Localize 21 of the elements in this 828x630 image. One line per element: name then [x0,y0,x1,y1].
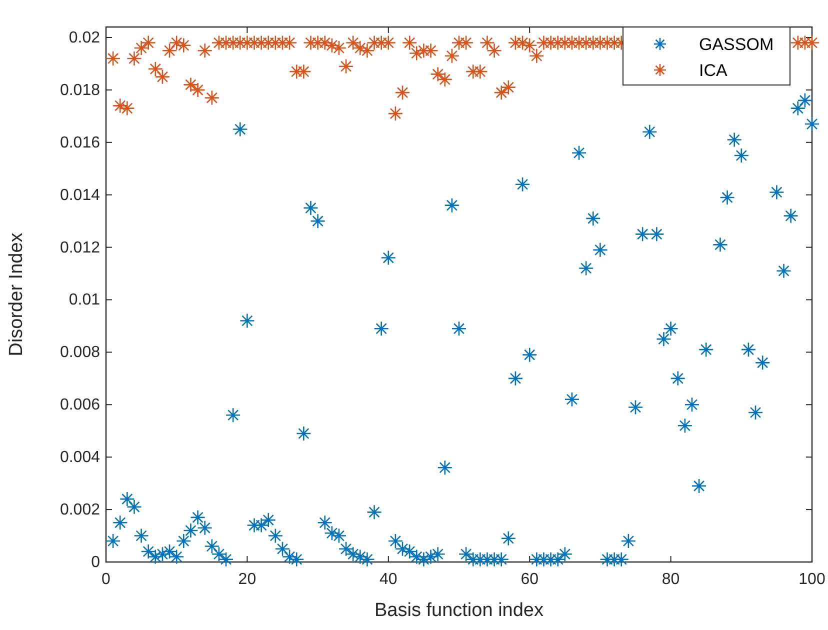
y-tick-label: 0.014 [60,186,100,204]
y-tick-label: 0.016 [60,134,100,152]
y-tick-label: 0.006 [60,396,100,414]
legend-label: ICA [699,61,728,80]
y-tick-label: 0.02 [68,29,100,46]
y-tick-label: 0.01 [68,292,100,309]
y-tick-label: 0.002 [60,502,100,519]
y-tick-label: 0.018 [60,82,100,99]
x-tick-label: 80 [662,571,680,588]
x-tick-label: 100 [798,571,826,588]
x-axis-title: Basis function index [374,600,544,621]
y-tick-label: 0.012 [60,239,100,256]
x-tick-label: 60 [520,571,539,588]
y-tick-label: 0 [91,554,100,571]
x-tick-label: 20 [238,571,256,588]
x-tick-label: 40 [380,571,398,588]
y-tick-label: 0.004 [60,449,100,466]
x-tick-label: 0 [102,571,111,588]
legend-label: GASSOM [699,35,774,54]
y-tick-label: 0.008 [60,344,100,362]
y-axis-title: Disorder Index [6,232,27,356]
